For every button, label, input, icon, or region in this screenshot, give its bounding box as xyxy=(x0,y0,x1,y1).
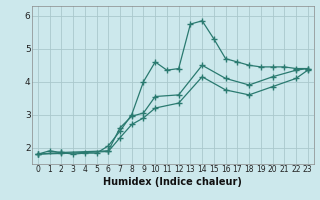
X-axis label: Humidex (Indice chaleur): Humidex (Indice chaleur) xyxy=(103,177,242,187)
